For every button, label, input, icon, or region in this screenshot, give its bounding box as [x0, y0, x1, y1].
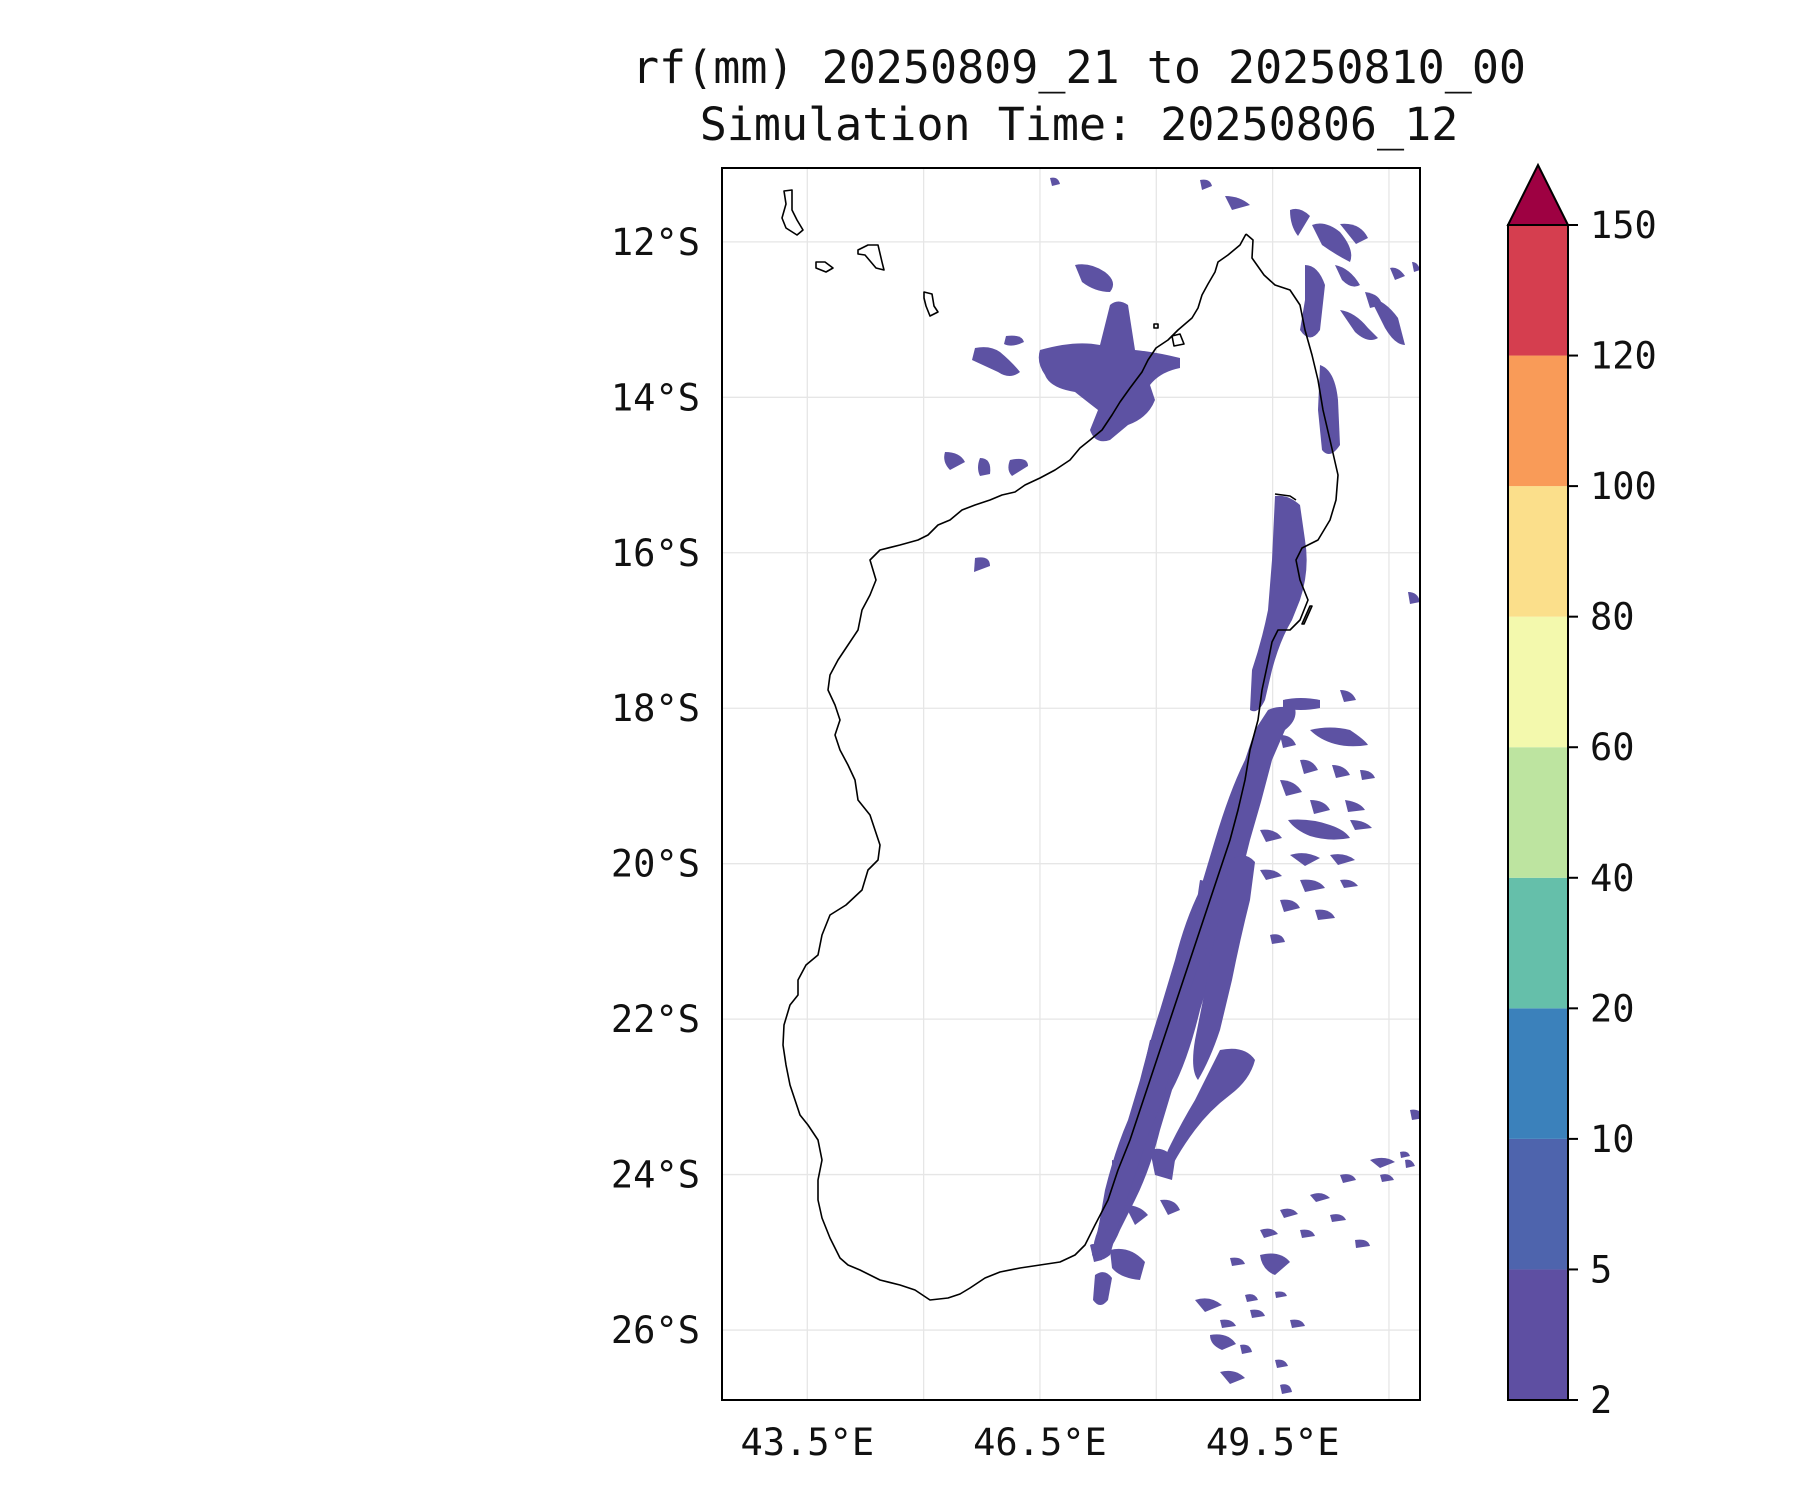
- colorbar-segment: [1508, 1269, 1568, 1400]
- colorbar-segment: [1508, 616, 1568, 748]
- colorbar-segment: [1508, 486, 1568, 617]
- lat-tick-label: 22°S: [611, 998, 700, 1041]
- coastline-madagascar: [782, 233, 1339, 1301]
- colorbar: 2 5 10 20 40 60 80 100 120 150: [1506, 162, 1657, 1422]
- lon-tick-label: 46.5°E: [973, 1421, 1107, 1464]
- colorbar-segment: [1508, 1138, 1568, 1270]
- lat-tick-label: 12°S: [611, 221, 700, 264]
- coastline-moheli: [815, 261, 834, 273]
- coastline-mayotte: [923, 291, 939, 317]
- rainfall-contours: [944, 177, 1420, 1394]
- longitude-ticks: 43.5°E 46.5°E 49.5°E: [740, 1421, 1339, 1464]
- colorbar-tick-label: 150: [1590, 204, 1657, 247]
- colorbar-segment: [1508, 877, 1568, 1009]
- lat-tick-label: 24°S: [611, 1154, 700, 1197]
- rain-patch: [1038, 301, 1180, 442]
- lon-tick-label: 43.5°E: [740, 1421, 874, 1464]
- lat-tick-label: 20°S: [611, 843, 700, 886]
- lat-tick-label: 16°S: [611, 532, 700, 575]
- latitude-ticks: 12°S 14°S 16°S 18°S 20°S 22°S 24°S 26°S: [611, 221, 700, 1352]
- colorbar-tick-label: 60: [1590, 726, 1635, 769]
- colorbar-labels: 2 5 10 20 40 60 80 100 120 150: [1568, 204, 1657, 1422]
- title-line-2: Simulation Time: 20250806_12: [700, 98, 1459, 151]
- colorbar-segment: [1508, 747, 1568, 878]
- lat-tick-label: 26°S: [611, 1309, 700, 1352]
- colorbar-tick-label: 40: [1590, 857, 1635, 900]
- colorbar-tick-label: 2: [1590, 1379, 1612, 1422]
- title-line-1: rf(mm) 20250809_21 to 20250810_00: [632, 41, 1526, 94]
- lat-tick-label: 18°S: [611, 687, 700, 730]
- colorbar-extend-arrow: [1506, 162, 1570, 226]
- colorbar-segment: [1508, 355, 1568, 487]
- coastline-sainte-marie: [1301, 605, 1313, 625]
- coastline-small-island: [1153, 323, 1159, 329]
- colorbar-segment: [1508, 1008, 1568, 1139]
- map-frame: [721, 167, 1421, 1401]
- colorbar-tick-label: 5: [1590, 1248, 1612, 1291]
- coastline-north-tip: [1274, 493, 1297, 501]
- lon-tick-label: 49.5°E: [1206, 1421, 1340, 1464]
- colorbar-tick-label: 80: [1590, 596, 1635, 639]
- colorbar-tick-label: 100: [1590, 465, 1657, 508]
- colorbar-segment: [1508, 225, 1568, 356]
- lat-tick-label: 14°S: [611, 376, 700, 419]
- colorbar-tick-label: 10: [1590, 1118, 1635, 1161]
- colorbar-blocks: [1508, 225, 1568, 1400]
- colorbar-tick-label: 20: [1590, 987, 1635, 1030]
- coastline-anjouan: [857, 244, 885, 271]
- coastline-nosy-be: [1171, 333, 1185, 347]
- coastline-grande-comore: [781, 189, 804, 236]
- colorbar-tick-label: 120: [1590, 335, 1657, 378]
- colorbar-frame: [1507, 224, 1569, 1401]
- map-gridlines: [722, 168, 1420, 1400]
- map-axes: 12°S14°S16°S18°S20°S22°S24°S26°S 43.5°E 4…: [611, 167, 1421, 1464]
